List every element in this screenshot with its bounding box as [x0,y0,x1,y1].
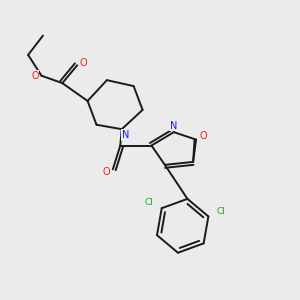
Text: N: N [170,121,178,130]
Text: Cl: Cl [145,198,154,207]
Text: O: O [79,58,87,68]
Text: O: O [103,167,110,177]
Text: O: O [200,131,207,141]
Text: Cl: Cl [216,207,225,216]
Text: N: N [122,130,129,140]
Text: O: O [31,71,39,81]
